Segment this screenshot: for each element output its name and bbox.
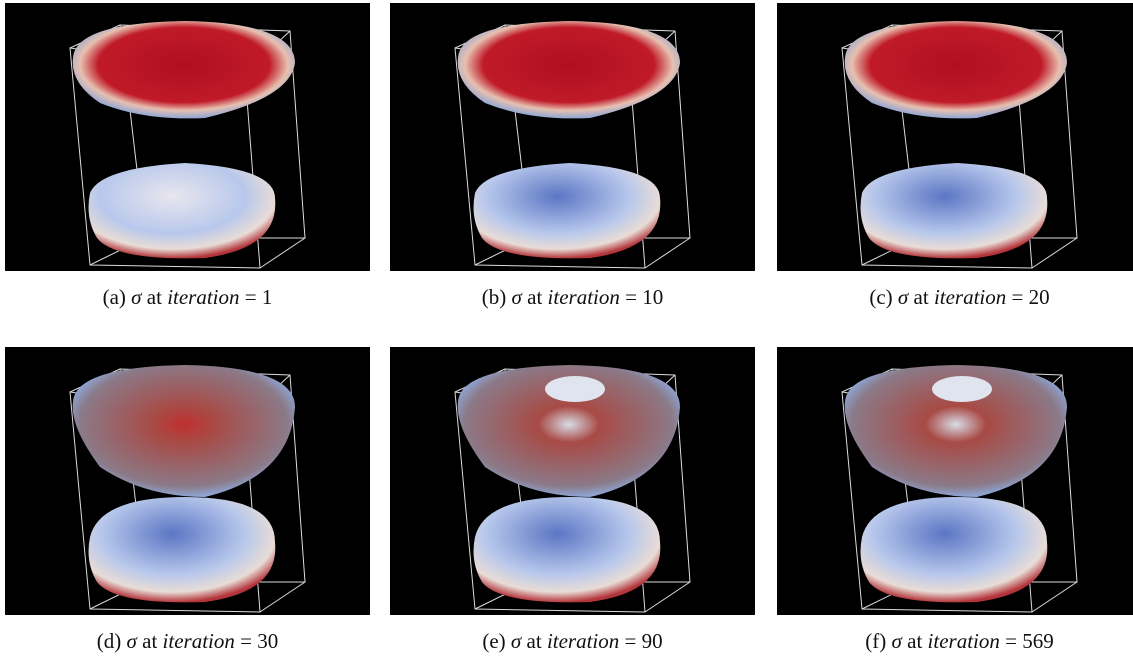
caption-symbol: σ [511, 629, 521, 653]
caption-value: 10 [642, 285, 663, 309]
caption-equals: = [240, 629, 252, 653]
render [777, 3, 1133, 271]
caption-label: (e) [482, 629, 505, 653]
caption-label: (a) [103, 285, 126, 309]
caption-variable: iteration [547, 629, 619, 653]
render [777, 347, 1133, 615]
panel: (a) σ at iteration = 1 [5, 3, 370, 310]
caption-value: 1 [262, 285, 273, 309]
caption-at: at [914, 285, 929, 309]
render [5, 347, 370, 615]
caption-symbol: σ [892, 629, 902, 653]
caption-at: at [142, 629, 157, 653]
panel: (f) σ at iteration = 569 [777, 347, 1133, 654]
caption-variable: iteration [548, 285, 620, 309]
panel: (e) σ at iteration = 90 [390, 347, 755, 654]
render [390, 3, 755, 271]
caption-equals: = [1005, 629, 1017, 653]
render [390, 347, 755, 615]
caption: (d) σ at iteration = 30 [5, 629, 370, 654]
caption-label: (f) [865, 629, 886, 653]
caption-variable: iteration [928, 629, 1000, 653]
panel: (d) σ at iteration = 30 [5, 347, 370, 654]
caption-equals: = [625, 629, 637, 653]
caption: (a) σ at iteration = 1 [5, 285, 370, 310]
caption-at: at [147, 285, 162, 309]
panel: (c) σ at iteration = 20 [777, 3, 1133, 310]
render [5, 3, 370, 271]
figure: (a) σ at iteration = 1 (b) σ at iterat [0, 0, 1133, 665]
caption-symbol: σ [127, 629, 137, 653]
caption: (e) σ at iteration = 90 [390, 629, 755, 654]
caption-value: 20 [1029, 285, 1050, 309]
caption-equals: = [1012, 285, 1024, 309]
caption-variable: iteration [163, 629, 235, 653]
caption: (b) σ at iteration = 10 [390, 285, 755, 310]
caption-symbol: σ [898, 285, 908, 309]
caption-value: 90 [642, 629, 663, 653]
caption-equals: = [245, 285, 257, 309]
caption-at: at [527, 629, 542, 653]
caption-symbol: σ [131, 285, 141, 309]
caption-variable: iteration [167, 285, 239, 309]
caption-variable: iteration [934, 285, 1006, 309]
caption-symbol: σ [512, 285, 522, 309]
caption-at: at [907, 629, 922, 653]
caption-label: (d) [97, 629, 122, 653]
caption-label: (c) [869, 285, 892, 309]
caption-label: (b) [482, 285, 507, 309]
panel: (b) σ at iteration = 10 [390, 3, 755, 310]
caption-value: 569 [1022, 629, 1054, 653]
caption-value: 30 [257, 629, 278, 653]
caption: (c) σ at iteration = 20 [777, 285, 1133, 310]
caption: (f) σ at iteration = 569 [777, 629, 1133, 654]
caption-equals: = [625, 285, 637, 309]
caption-at: at [527, 285, 542, 309]
